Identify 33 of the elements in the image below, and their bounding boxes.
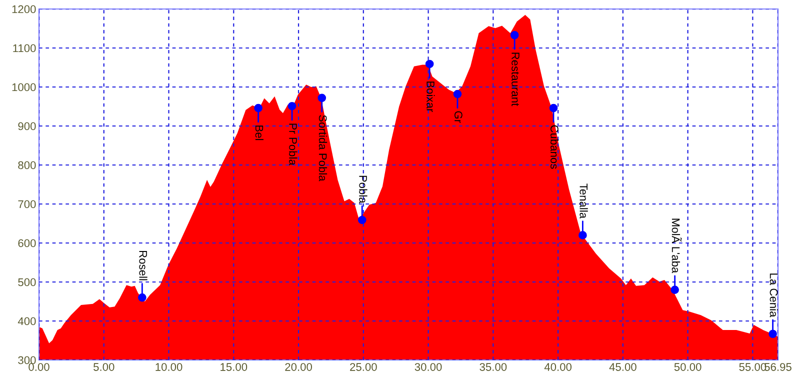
x-tick-label: 25.00	[350, 363, 377, 371]
x-tick-label: 15.00	[220, 363, 248, 371]
annotation: Pobla	[359, 176, 368, 204]
y-tick-label: 700	[18, 200, 36, 208]
x-tick-label: 0.00	[28, 363, 50, 371]
y-tick-label: 800	[18, 161, 36, 170]
y-tick-label: 600	[18, 239, 36, 248]
annotation: Restaurant	[512, 52, 520, 106]
y-tick-label: 300	[18, 356, 36, 364]
x-tick-label: 50.00	[674, 363, 702, 371]
y-tick-label: 1200	[12, 5, 36, 14]
annotation: Boixar	[426, 82, 435, 112]
x-tick-label: 45.00	[609, 363, 636, 371]
x-tick-label: 10.00	[156, 363, 182, 371]
annotation: Pr Pobla	[289, 124, 298, 166]
annotation: Cubanos	[550, 125, 559, 169]
x-tick-label: 30.00	[414, 363, 442, 371]
annotation: Rosell	[139, 250, 148, 280]
y-tick-label: 400	[18, 317, 36, 326]
y-tick-label: 1100	[13, 44, 36, 52]
y-tick-label: 1000	[12, 83, 36, 92]
y-tick-label: 900	[18, 122, 36, 130]
x-tick-label: 5.00	[94, 363, 114, 371]
y-tick-label: 500	[18, 278, 36, 286]
x-tick-label: 35.00	[480, 363, 507, 371]
annotation: Bel	[255, 126, 264, 140]
annotation: La Cenia	[770, 274, 778, 318]
annotation: Sortida Pobla	[318, 115, 328, 182]
annotation: Gr	[454, 111, 462, 123]
x-tick-label: 20.00	[285, 363, 312, 371]
x-tick-label: 40.00	[544, 363, 572, 371]
annotation: Tenalla	[580, 184, 588, 219]
annotation: MolÃ L'aba	[672, 218, 682, 274]
